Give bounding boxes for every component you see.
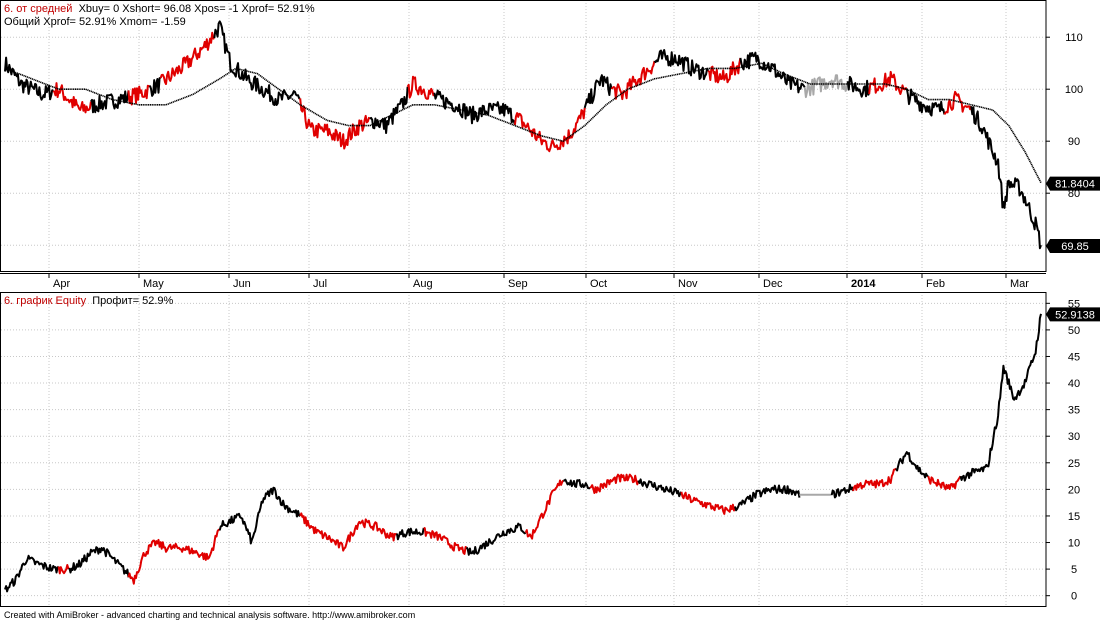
equity-segment xyxy=(465,522,527,556)
equity-segment xyxy=(927,475,962,491)
equity-segment xyxy=(4,554,60,593)
x-tick-label: Jun xyxy=(233,278,251,290)
y-tick-label: 20 xyxy=(1068,484,1080,496)
y-tick-label: 45 xyxy=(1068,351,1080,363)
x-tick-label: Mar xyxy=(1010,278,1029,290)
price-segment xyxy=(943,90,973,115)
y-tick-label: 25 xyxy=(1068,458,1080,470)
price-segment xyxy=(803,74,849,99)
y-tick-label: 55 xyxy=(1068,298,1080,310)
price-segment xyxy=(127,84,151,106)
x-tick-label: 2014 xyxy=(851,278,876,290)
x-tick-label: May xyxy=(143,278,164,290)
equity-segment xyxy=(637,478,683,498)
price-segment xyxy=(406,75,436,100)
y-tick-label: 110 xyxy=(1065,32,1083,44)
price-segment xyxy=(610,60,656,101)
price-segment xyxy=(905,88,946,117)
price-segment xyxy=(159,31,215,85)
y-tick-label: 5 xyxy=(1071,564,1077,576)
equity-segment xyxy=(830,483,855,499)
price-segment xyxy=(369,86,409,134)
price-segment xyxy=(583,74,613,109)
equity-value-tag-bg xyxy=(1046,307,1100,322)
price-segment xyxy=(433,89,516,126)
x-tick-label: Nov xyxy=(678,278,698,290)
equity-segment xyxy=(680,491,736,515)
equity-segment xyxy=(734,484,801,512)
grid-lines xyxy=(1,0,1046,607)
price-segment xyxy=(970,106,1042,250)
pane-border xyxy=(0,292,1047,607)
axis-labels: 708090100110051015202530354045505581.840… xyxy=(0,32,1106,603)
series-layer xyxy=(4,20,1042,593)
moving-average-line xyxy=(4,62,1042,184)
y-tick-label: 80 xyxy=(1068,188,1080,200)
equity-segment xyxy=(218,486,301,545)
equity-pane-header: 6. график Equity Профит= 52.9% xyxy=(4,295,173,308)
x-tick-label: Sep xyxy=(508,278,528,290)
price-segment xyxy=(846,75,870,98)
price-value-tag-bg xyxy=(1046,238,1100,253)
equity-segment xyxy=(68,546,130,578)
x-axis-strip xyxy=(0,273,1106,291)
x-tick-label: Feb xyxy=(926,278,945,290)
y-tick-label: 15 xyxy=(1068,511,1080,523)
x-tick-label: Aug xyxy=(413,278,433,290)
equity-segment xyxy=(589,473,640,494)
x-tick-label: Jul xyxy=(313,278,327,290)
y-tick-label: 90 xyxy=(1068,136,1080,148)
equity-segment xyxy=(57,564,70,575)
equity-segment xyxy=(524,479,565,540)
price-pane-params: Xbuy= 0 Xshort= 96.08 Xpos= -1 Xprof= 52… xyxy=(78,3,315,15)
price-pane-header-line2: Общий Xprof= 52.91% Xmom= -1.59 xyxy=(4,16,186,29)
price-pane-header: 6. от средней Xbuy= 0 Xshort= 96.08 Xpos… xyxy=(4,3,315,16)
price-pane-params-2: Общий Xprof= 52.91% Xmom= -1.59 xyxy=(4,16,186,28)
price-segment xyxy=(90,90,130,114)
x-tick-label: Apr xyxy=(53,278,70,290)
equity-segment xyxy=(895,451,929,479)
price-segment xyxy=(868,70,908,95)
footer-credit: Created with AmiBroker - advanced charti… xyxy=(4,610,416,620)
y-tick-label: 40 xyxy=(1068,378,1080,390)
price-segment xyxy=(4,56,54,101)
y-tick-label: 0 xyxy=(1071,591,1077,603)
equity-segment xyxy=(127,528,221,585)
price-segment xyxy=(739,51,806,94)
pane-frames xyxy=(0,0,1047,607)
price-pane-title: 6. от средней xyxy=(4,3,73,15)
equity-segment xyxy=(423,526,467,555)
equity-segment xyxy=(395,527,425,541)
equity-segment xyxy=(959,313,1042,482)
y-tick-label: 35 xyxy=(1068,405,1080,417)
equity-pane-params: Профит= 52.9% xyxy=(92,295,174,307)
equity-value-tag: 52.9138 xyxy=(1055,309,1095,321)
equity-pane-title: 6. график Equity xyxy=(4,295,87,307)
y-tick-label: 30 xyxy=(1068,431,1080,443)
equity-segment xyxy=(563,478,591,490)
moving-average-value-tag: 81.8404 xyxy=(1055,179,1095,191)
price-segment xyxy=(148,77,161,97)
x-tick-label: Oct xyxy=(590,278,607,290)
price-segment xyxy=(707,57,742,84)
price-value-tag: 69.85 xyxy=(1061,241,1089,253)
x-tick-label: Dec xyxy=(763,278,783,290)
equity-segment xyxy=(852,467,897,492)
price-segment xyxy=(52,82,92,114)
pane-border xyxy=(0,0,1047,272)
y-tick-label: 50 xyxy=(1068,325,1080,337)
moving-average-value-tag-bg xyxy=(1046,176,1100,191)
price-segment xyxy=(653,49,710,81)
price-segment xyxy=(213,20,301,106)
price-segment xyxy=(299,98,371,150)
y-tick-label: 100 xyxy=(1065,84,1083,96)
y-tick-label: 10 xyxy=(1068,538,1080,550)
equity-segment xyxy=(299,512,398,552)
